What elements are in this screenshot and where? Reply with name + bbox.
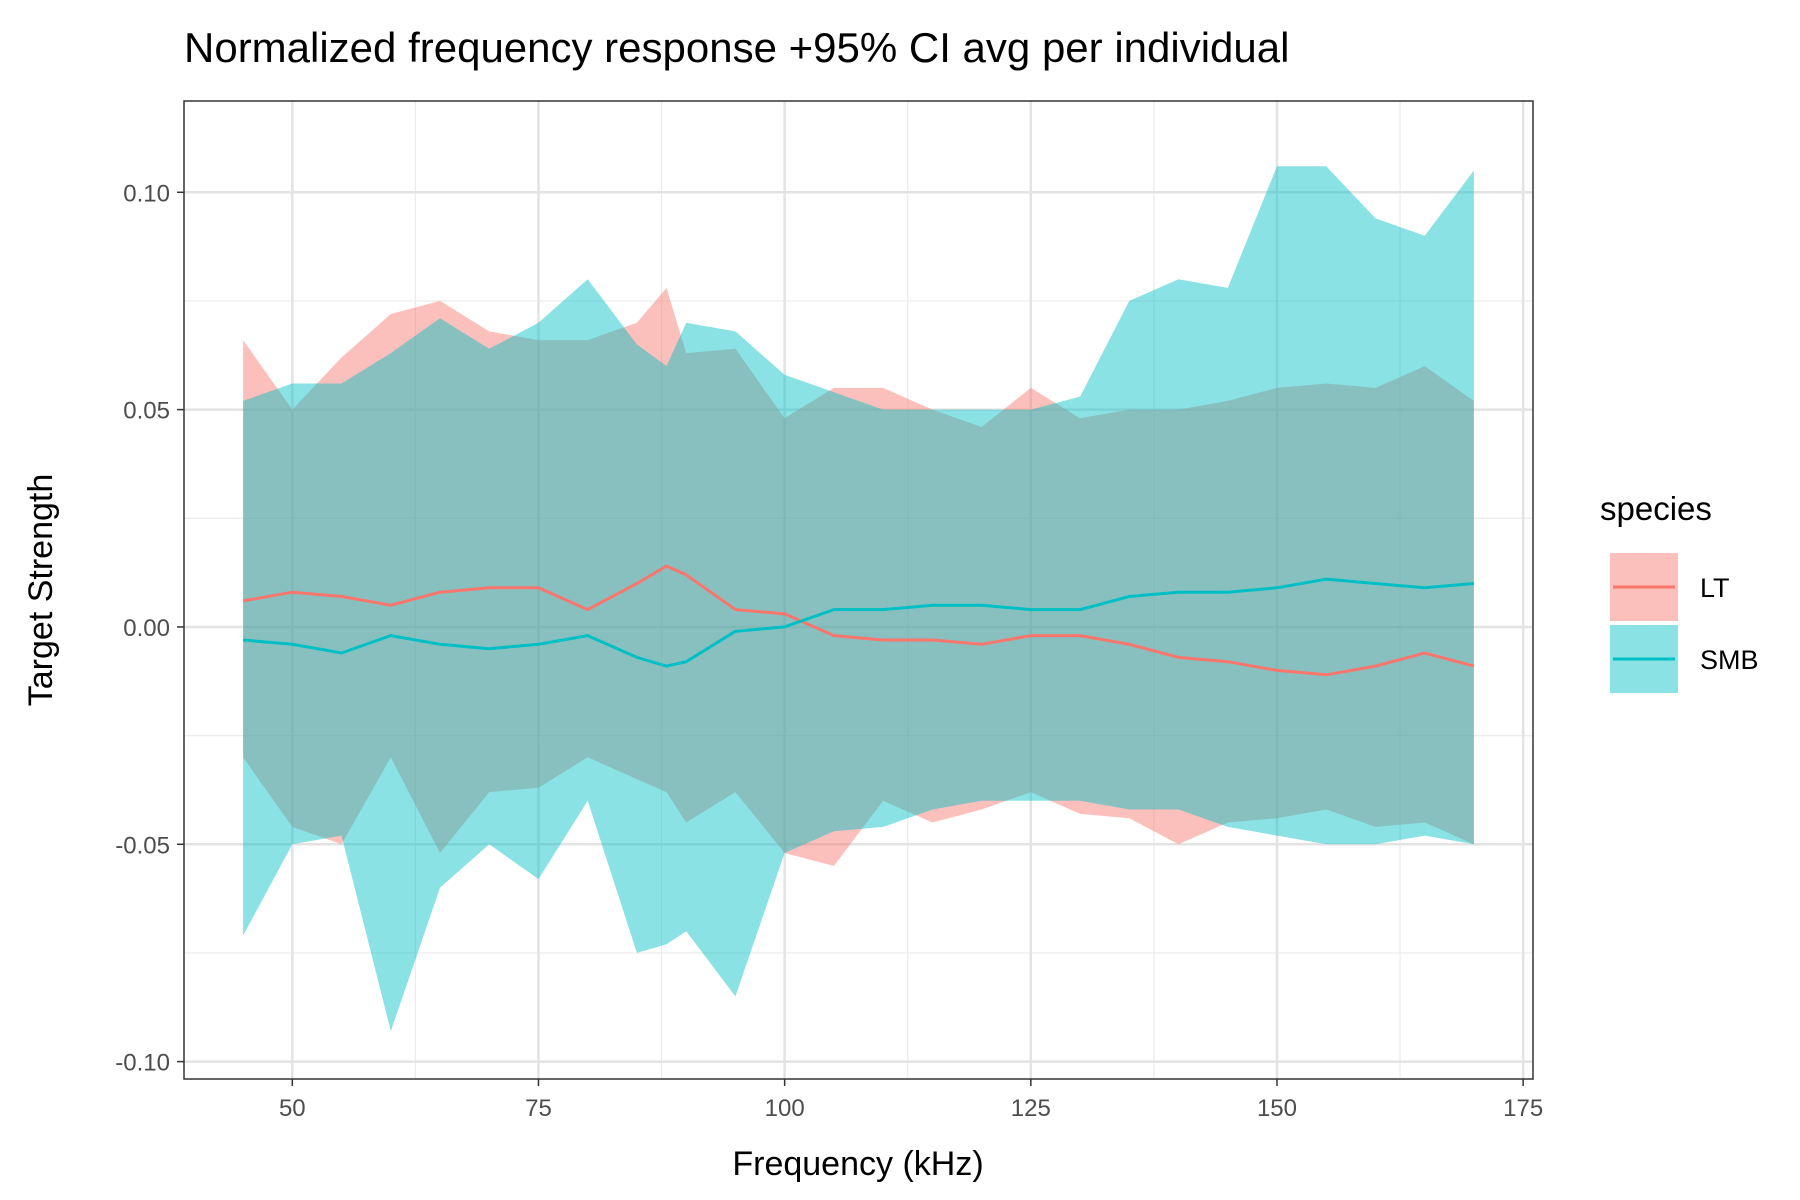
plot-panel bbox=[183, 100, 1534, 1080]
x-tick-label: 100 bbox=[765, 1095, 805, 1122]
ci-band-smb bbox=[243, 166, 1474, 1032]
y-tick-label: 0.00 bbox=[123, 615, 170, 642]
y-axis-title: Target Strength bbox=[22, 474, 60, 706]
x-axis-title: Frequency (kHz) bbox=[732, 1145, 983, 1183]
confidence-bands bbox=[243, 166, 1474, 1032]
legend-label-lt: LT bbox=[1700, 573, 1730, 603]
grid-minor bbox=[184, 101, 1533, 1079]
chart-title: Normalized frequency response +95% CI av… bbox=[184, 24, 1289, 71]
y-tick-label: -0.05 bbox=[115, 832, 170, 859]
mean-line-smb bbox=[242, 577, 1475, 668]
legend-title: species bbox=[1600, 490, 1712, 527]
y-tick-label: -0.10 bbox=[115, 1050, 170, 1077]
panel-border bbox=[183, 100, 1534, 1080]
x-tick-label: 50 bbox=[279, 1095, 306, 1122]
legend: species LT SMB bbox=[1600, 490, 1759, 693]
grid-major bbox=[184, 101, 1533, 1079]
x-tick-label: 75 bbox=[525, 1095, 552, 1122]
x-axis: 50 75 100 125 150 175 bbox=[279, 1079, 1543, 1122]
mean-line-lt bbox=[242, 564, 1475, 677]
legend-label-smb: SMB bbox=[1700, 645, 1759, 675]
ci-band-lt bbox=[243, 287, 1474, 866]
x-tick-label: 125 bbox=[1011, 1095, 1051, 1122]
x-tick-label: 150 bbox=[1257, 1095, 1297, 1122]
mean-lines bbox=[242, 564, 1475, 677]
y-axis: -0.10 -0.05 0.00 0.05 0.10 bbox=[115, 180, 184, 1077]
y-tick-label: 0.10 bbox=[123, 180, 170, 207]
x-tick-label: 175 bbox=[1503, 1095, 1543, 1122]
panel-background bbox=[184, 101, 1533, 1079]
y-tick-label: 0.05 bbox=[123, 398, 170, 425]
